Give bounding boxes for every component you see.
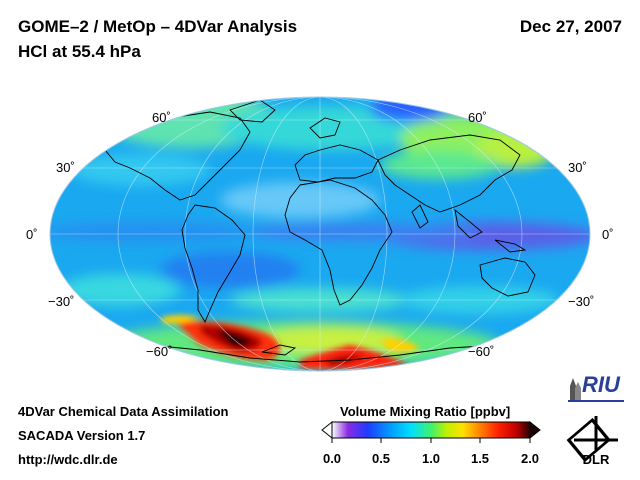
lat-label-eq-right: 0˚ [602,227,614,242]
riu-logo: RIU [568,372,624,402]
lat-label-60n-right: 60˚ [468,110,487,125]
lat-label-60n-left: 60˚ [152,110,171,125]
footer-link[interactable]: http://wdc.dlr.de [18,452,118,467]
riu-logo-text: RIU [582,372,621,397]
lat-label-30n-left: 30˚ [56,160,75,175]
map-border [49,96,591,372]
lat-label-30s-left: −30˚ [48,294,75,309]
colorbar-gradient [331,421,531,439]
lat-label-eq-left: 0˚ [26,227,38,242]
colorbar [321,420,541,443]
map-subtitle: HCl at 55.4 hPa [18,42,141,61]
lat-label-30s-right: −30˚ [568,294,595,309]
dlr-logo-text: DLR [583,452,610,466]
colorbar-tick: 0.0 [322,451,342,466]
colorbar-tick: 2.0 [520,451,540,466]
map-date: Dec 27, 2007 [519,17,622,36]
colorbar-tick: 0.5 [371,451,391,466]
colorbar-high-arrow [529,420,541,440]
map-title: GOME–2 / MetOp – 4DVar Analysis [18,17,298,36]
coastlines [104,99,536,363]
footer-line-2: SACADA Version 1.7 [18,428,146,443]
colorbar-tick: 1.5 [470,451,490,466]
lat-label-60s-left: −60˚ [146,344,173,359]
dlr-logo: DLR [566,416,618,466]
colorbar-low-arrow [321,420,333,440]
colorbar-tick: 1.0 [421,451,441,466]
colorbar-title: Volume Mixing Ratio [ppbv] [340,404,511,419]
lat-label-60s-right: −60˚ [468,344,495,359]
lat-label-30n-right: 30˚ [568,160,587,175]
footer-line-1: 4DVar Chemical Data Assimilation [18,404,229,419]
hcl-field [50,97,590,371]
